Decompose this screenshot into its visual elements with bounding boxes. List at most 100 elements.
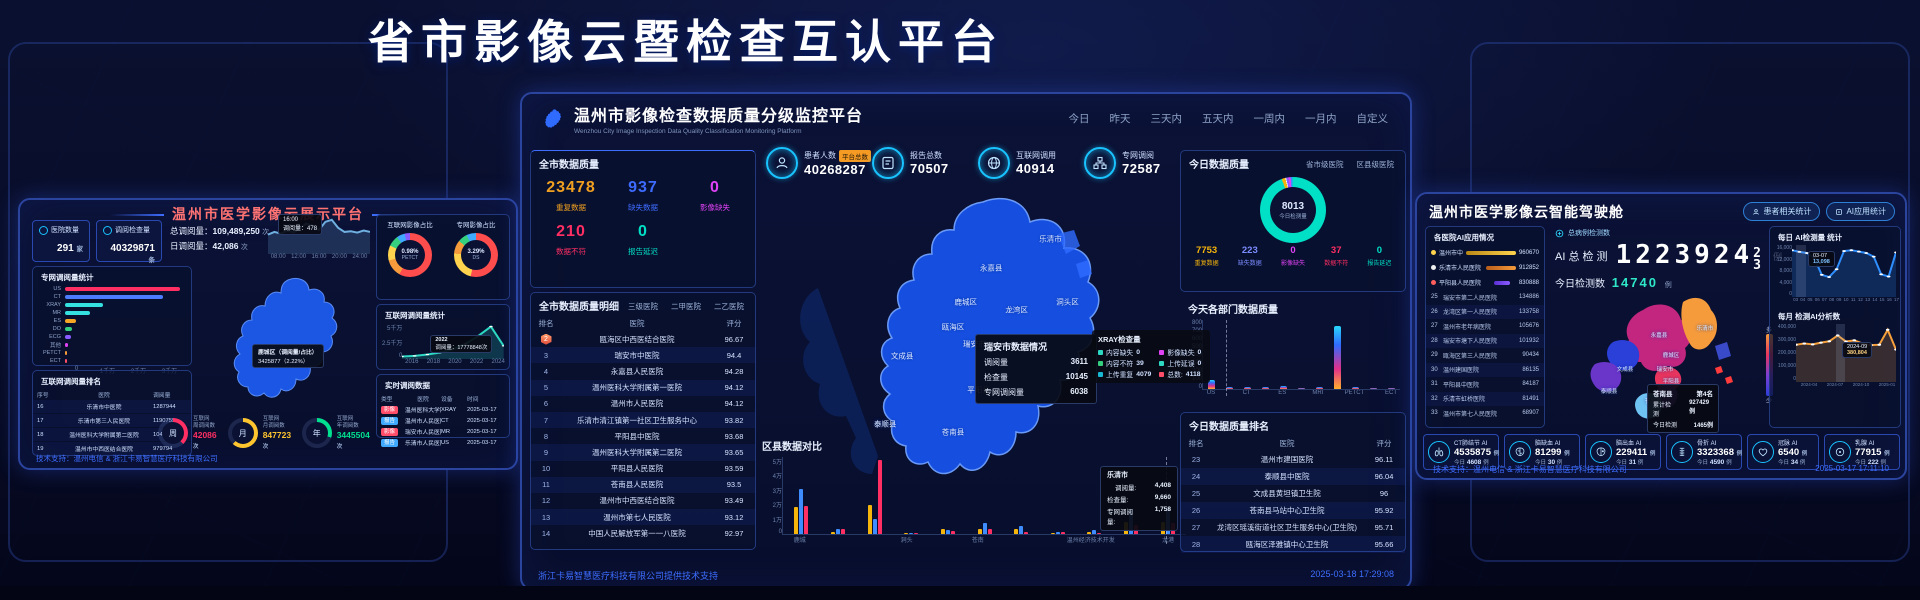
list-item[interactable]: 温州市中心医院 960670 <box>1426 245 1544 260</box>
yueqing-region[interactable] <box>1681 297 1717 350</box>
usage-gauge[interactable]: 年 互联网 年调阅数 3445504 次 <box>301 416 370 450</box>
table-row[interactable]: 6 温州市人民医院 94.12 <box>543 399 744 409</box>
table-row[interactable]: 影像 瑞安市人民医院 MR 2025-03-17 <box>377 426 509 437</box>
map-region-label[interactable]: 泰顺县 <box>1600 389 1618 396</box>
list-item[interactable]: 30 温州建国医院 86135 <box>1426 362 1544 377</box>
table-row[interactable]: 11 苍南县人民医院 93.5 <box>531 476 755 493</box>
list-item[interactable]: 32 乐清市虹桥医院 81491 <box>1426 391 1544 406</box>
list-item[interactable]: 33 温州市第七人民医院 68907 <box>1431 410 1539 418</box>
patient-stats-button[interactable]: 患者相关统计 <box>1743 202 1821 221</box>
hbar-row[interactable]: ES <box>33 317 191 325</box>
hospital-level-tab[interactable]: 二甲医院 <box>671 302 701 311</box>
list-item[interactable]: 31 平阳县中医院 84187 <box>1431 381 1539 389</box>
usage-gauge[interactable]: 月 互联网 月调阅数 847723 次 <box>227 416 292 450</box>
map-region-label[interactable]: 瑞安市 <box>963 338 986 349</box>
daily-trend-chart[interactable]: 08:00 12:00 16:00 20:00 24:00 16:00 调阅量：478 <box>268 214 370 260</box>
table-row[interactable]: 25 文成县黄坦镇卫生院 96 <box>1191 489 1389 498</box>
hospital-level-tab[interactable]: 二乙医院 <box>714 302 744 311</box>
yongjia-region[interactable] <box>1626 304 1692 371</box>
table-row[interactable]: 28 瓯海区泽雅镇中心卫生院 95.66 <box>1181 536 1405 553</box>
table-row[interactable]: 19 温州市中西医结合医院 979794 <box>33 442 191 455</box>
map-region-label[interactable]: 洞头区 <box>1056 297 1079 307</box>
card-breast-ai[interactable]: 乳腺 AI 77915 例 今日 222 例 <box>1824 434 1900 470</box>
table-row[interactable]: 报告 温州市人民医院 CT 2025-03-17 <box>377 415 509 426</box>
time-range-tab[interactable]: 一月内 <box>1305 113 1337 125</box>
table-row[interactable]: 10 平阳县人民医院 93.59 <box>541 464 744 474</box>
card-brain-ischemia-ai[interactable]: 脑缺血 AI 81299 例 今日 30 例 <box>1504 434 1580 470</box>
table-row[interactable]: 5 温州医科大学附属第一医院 94.12 <box>531 379 755 396</box>
table-row[interactable]: 14 中国人民解放军第一一八医院 92.97 <box>541 528 744 538</box>
table-row[interactable]: 23 温州市建国医院 96.11 <box>1191 455 1394 464</box>
time-range-tab[interactable]: 昨天 <box>1109 113 1131 125</box>
map-region-label[interactable]: 泰顺县 <box>873 419 897 429</box>
private-share-donut[interactable]: 3.29% DS <box>454 233 498 277</box>
map-region-label[interactable]: 瑞安市 <box>1656 366 1674 373</box>
map-region-label[interactable]: 乐清市 <box>1696 326 1714 333</box>
time-range-tab[interactable]: 三天内 <box>1150 113 1183 125</box>
taishun-region[interactable] <box>1590 361 1622 392</box>
table-row[interactable]: 8 平阳县中医院 93.68 <box>543 431 744 441</box>
list-item[interactable]: 25 瑞安市第二人民医院 134886 <box>1431 294 1539 302</box>
map-region-label[interactable]: 鹿城区 <box>954 297 978 307</box>
hbar-row[interactable]: XRAY <box>33 301 191 309</box>
table-row[interactable]: 16 乐清市中医院 1287944 <box>33 400 191 413</box>
hbar-row[interactable]: ECG <box>33 333 191 341</box>
table-row[interactable]: 报告 乐清市人民医院 US 2025-03-17 <box>377 437 509 448</box>
hbar-row[interactable]: PETCT <box>33 349 191 357</box>
hospital-level-tab[interactable]: 三级医院 <box>628 302 658 311</box>
card-fracture-ai[interactable]: 骨折 AI 3323368 例 今日 4590 例 <box>1666 434 1742 470</box>
table-row[interactable]: 26 苍南县马站中心卫生院 95.92 <box>1181 502 1405 519</box>
map-region-label[interactable]: 永嘉县 <box>979 263 1003 273</box>
today-level-tab[interactable]: 省市级医院 <box>1306 160 1344 169</box>
map-region-label[interactable]: 鹿城区 <box>1662 352 1680 359</box>
hbar-row[interactable]: CT <box>33 293 191 301</box>
center-map[interactable]: 永嘉县乐清市鹿城区龙湾区洞头区瓯海区瑞安市文成县平阳县泰顺县苍南县 瑞安市数据情… <box>758 138 1210 558</box>
list-item[interactable]: 28 瑞安市塘下人民医院 101932 <box>1426 333 1544 348</box>
usage-gauge[interactable]: 周 互联网 周调阅数 42086 次 <box>158 416 218 450</box>
map-region-label[interactable]: 苍南县 <box>941 427 965 437</box>
list-item[interactable]: 乐清市人民医院 912852 <box>1426 260 1544 275</box>
table-row[interactable]: 12 温州市中西医结合医院 93.49 <box>541 496 744 506</box>
ai-stats-button[interactable]: AI应用统计 <box>1826 202 1895 221</box>
table-row[interactable]: 9 温州医科大学附属第二医院 93.65 <box>531 444 755 461</box>
card-coronary-ai[interactable]: 冠脉 AI 6540 例 今日 34 例 <box>1747 434 1819 470</box>
map-region-label[interactable]: 瓯海区 <box>941 322 965 332</box>
table-row[interactable]: 27 龙湾区瑶溪街道社区卫生服务中心(卫生院) 95.71 <box>1191 523 1394 532</box>
hbar-row[interactable]: DO <box>33 325 191 333</box>
table-row[interactable]: 3 瑞安市中医院 94.4 <box>531 347 755 364</box>
hbar-row[interactable]: MR <box>33 309 191 317</box>
card-ct-lung-ai[interactable]: CT肺结节 AI 4535875 例 今日 4608 例 <box>1423 434 1499 470</box>
table-row[interactable]: 影像 温州医科大学附属第二医院 XRAY 2025-03-17 <box>377 404 509 415</box>
time-range-tab[interactable]: 自定义 <box>1356 113 1389 125</box>
time-range-tab[interactable]: 今日 <box>1068 113 1090 125</box>
table-row[interactable]: 13 温州市第七人民医院 93.12 <box>531 509 755 526</box>
list-item[interactable]: 26 龙湾区第一人民医院 133758 <box>1426 304 1544 319</box>
card-brain-hemorrhage-ai[interactable]: 脑出血 AI 229411 例 今日 31 例 <box>1585 434 1661 470</box>
map-region-label[interactable]: 文成县 <box>890 351 914 361</box>
wencheng-region[interactable] <box>1607 339 1640 371</box>
hbar-row[interactable]: US <box>33 285 191 293</box>
district-compare-chart[interactable]: 区县数据对比 5万 4万 3万 2万 1万 0 鹿城 洞头 苍南 温州经济技术开发 龙港 乐清市 … <box>762 438 1186 564</box>
internet-share-donut[interactable]: 0.98% PETCT <box>388 233 432 277</box>
map-region-label[interactable]: 龙湾区 <box>1005 305 1028 315</box>
time-range-tab[interactable]: 五天内 <box>1202 113 1234 125</box>
map-region-label[interactable]: 永嘉县 <box>1650 333 1668 340</box>
dongtou-region[interactable] <box>1715 342 1731 360</box>
table-row[interactable]: 24 泰顺县中医院 96.04 <box>1181 468 1405 485</box>
list-item[interactable]: 平阳县人民医院 830888 <box>1426 275 1544 290</box>
left-map[interactable]: 鹿城区（调阅量/占比） 3425877（2.22%） <box>200 266 370 416</box>
table-row[interactable]: 4 永嘉县人民医院 94.28 <box>543 366 744 376</box>
map-region-label[interactable]: 文成县 <box>1616 366 1634 373</box>
map-region-label[interactable]: 平阳县 <box>1662 379 1680 386</box>
today-level-tab[interactable]: 区县级医院 <box>1356 160 1395 169</box>
hbar-row[interactable]: 其他 <box>33 341 191 349</box>
table-row[interactable]: 7 乐清市清江镇第一社区卫生服务中心 93.82 <box>531 411 755 429</box>
list-item[interactable]: 29 瓯海区第三人民医院 90434 <box>1431 352 1539 360</box>
hbar-row[interactable]: ECT <box>33 357 191 365</box>
today-quality-donut[interactable]: 8013 今日检测量 <box>1260 177 1326 243</box>
table-row[interactable]: 2 瓯海区中西医结合医院 96.67 <box>531 331 755 347</box>
map-region-label[interactable]: 乐清市 <box>1039 234 1062 244</box>
list-item[interactable]: 27 温州市老年病医院 105676 <box>1431 323 1539 331</box>
time-range-tab[interactable]: 一周内 <box>1253 113 1286 125</box>
